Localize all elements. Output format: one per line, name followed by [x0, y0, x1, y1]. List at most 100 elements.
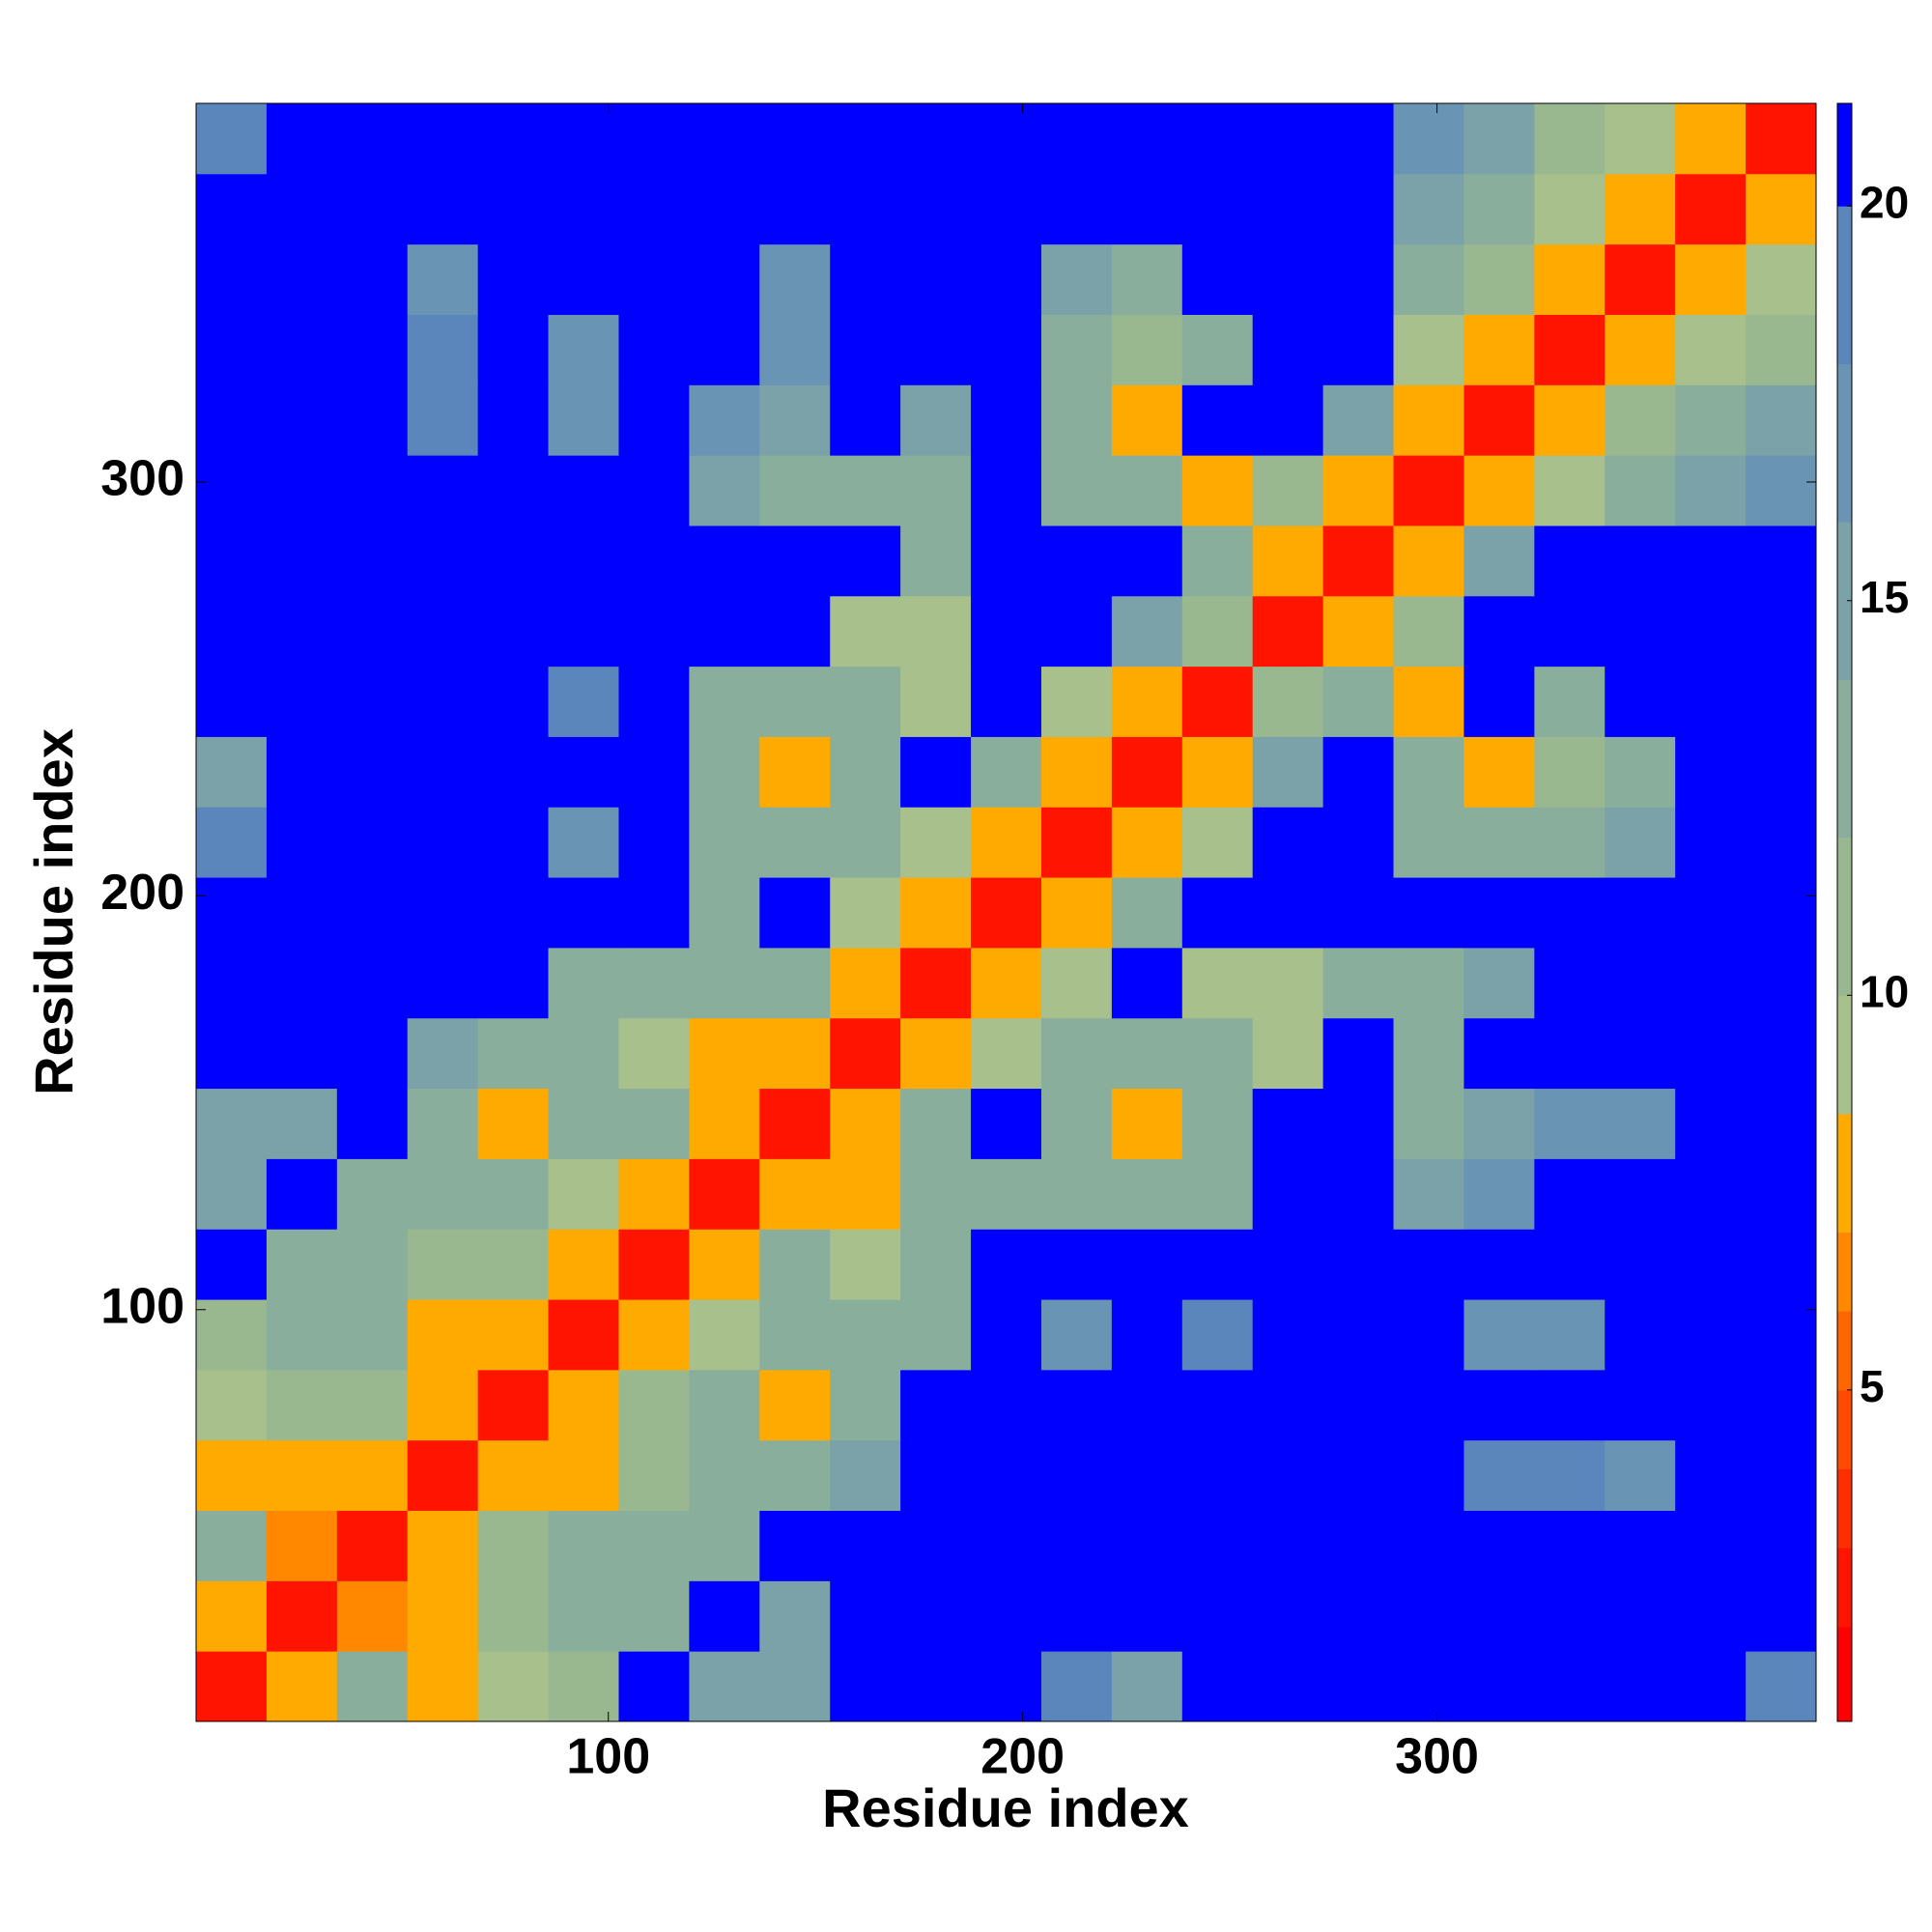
heatmap-cell — [618, 525, 690, 597]
heatmap-cell — [1252, 947, 1324, 1019]
heatmap-cell — [1040, 243, 1113, 315]
heatmap-cell — [1746, 314, 1817, 385]
heatmap-cell — [618, 1510, 690, 1581]
heatmap-cell — [407, 103, 479, 175]
heatmap-cell — [618, 1439, 690, 1512]
heatmap-cell — [1605, 947, 1676, 1019]
heatmap-cell — [1181, 455, 1254, 526]
heatmap-cell — [196, 1580, 268, 1652]
heatmap-cell — [1111, 1369, 1183, 1441]
heatmap-cell — [1111, 455, 1183, 526]
heatmap-cell — [1252, 877, 1324, 949]
heatmap-cell — [548, 807, 619, 878]
heatmap-cell — [618, 1158, 690, 1230]
heatmap-cell — [1534, 595, 1605, 668]
heatmap-cell — [618, 1017, 690, 1090]
heatmap-cell — [477, 947, 550, 1019]
heatmap-cell — [1111, 1017, 1183, 1090]
heatmap-cell — [1605, 1369, 1676, 1441]
heatmap-cell — [1675, 1651, 1747, 1722]
heatmap-cell — [196, 1510, 268, 1581]
heatmap-cell — [618, 1088, 690, 1159]
heatmap-cell — [971, 243, 1042, 315]
heatmap-cell — [266, 1088, 338, 1159]
heatmap-cell — [266, 173, 338, 245]
heatmap-cell — [1605, 807, 1676, 878]
heatmap-cell — [196, 243, 268, 315]
heatmap-cell — [407, 1158, 479, 1230]
heatmap-cell — [548, 1651, 619, 1722]
heatmap-cell — [1111, 1229, 1183, 1300]
heatmap-cell — [1322, 314, 1395, 385]
heatmap-cell — [407, 243, 479, 315]
heatmap-cell — [336, 243, 409, 315]
heatmap-cell — [900, 595, 972, 668]
heatmap-cell — [196, 595, 268, 668]
heatmap-cell — [1393, 103, 1464, 175]
heatmap-cell — [477, 173, 550, 245]
heatmap-cell — [1252, 1229, 1324, 1300]
heatmap-cell — [1675, 807, 1747, 878]
heatmap-cell — [759, 666, 831, 737]
heatmap-cell — [1111, 1651, 1183, 1722]
heatmap-cell — [1605, 1229, 1676, 1300]
heatmap-cell — [266, 1017, 338, 1090]
heatmap-cell — [830, 947, 901, 1019]
heatmap-cell — [1534, 243, 1605, 315]
heatmap-cell — [266, 1651, 338, 1722]
heatmap-cell — [900, 1580, 972, 1652]
heatmap-cell — [759, 1439, 831, 1512]
heatmap-cell — [1463, 455, 1535, 526]
heatmap-cell — [1393, 1369, 1464, 1441]
heatmap-cell — [1463, 173, 1535, 245]
heatmap-cell — [759, 1299, 831, 1371]
heatmap-cell — [1322, 1017, 1395, 1090]
heatmap-cell — [971, 1229, 1042, 1300]
heatmap-cell — [477, 1510, 550, 1581]
x-tick-label: 100 — [566, 1729, 650, 1785]
heatmap-cell — [477, 877, 550, 949]
heatmap-cell — [689, 1580, 760, 1652]
heatmap-cell — [1534, 1229, 1605, 1300]
heatmap-cell — [477, 666, 550, 737]
heatmap-cell — [1322, 1510, 1395, 1581]
heatmap-cell — [1040, 1510, 1113, 1581]
heatmap-cell — [1393, 877, 1464, 949]
heatmap-cell — [689, 1017, 760, 1090]
heatmap-cell — [1040, 947, 1113, 1019]
heatmap-cell — [266, 947, 338, 1019]
heatmap-cell — [477, 1017, 550, 1090]
heatmap-cell — [407, 1299, 479, 1371]
heatmap-cell — [266, 243, 338, 315]
heatmap-cell — [1040, 807, 1113, 878]
heatmap-cell — [900, 1369, 972, 1441]
heatmap-cell — [1181, 1651, 1254, 1722]
heatmap-cell — [1463, 1651, 1535, 1722]
heatmap-cell — [759, 1369, 831, 1441]
heatmap-cell — [689, 595, 760, 668]
heatmap-cell — [971, 1510, 1042, 1581]
heatmap-cell — [900, 1651, 972, 1722]
heatmap-cell — [689, 666, 760, 737]
heatmap-cell — [759, 736, 831, 808]
heatmap-cell — [971, 314, 1042, 385]
heatmap-cell — [689, 455, 760, 526]
heatmap-cell — [1746, 736, 1817, 808]
heatmap-cell — [618, 595, 690, 668]
heatmap-cell — [407, 1510, 479, 1581]
heatmap-cell — [1322, 525, 1395, 597]
heatmap-cell — [1322, 666, 1395, 737]
heatmap-cell — [336, 455, 409, 526]
heatmap-cell — [689, 877, 760, 949]
heatmap-cell — [1393, 947, 1464, 1019]
heatmap-cell — [548, 877, 619, 949]
heatmap-cell — [1605, 1439, 1676, 1512]
heatmap-cell — [407, 1017, 479, 1090]
heatmap-cell — [336, 173, 409, 245]
heatmap-cell — [971, 384, 1042, 456]
heatmap-cell — [1746, 807, 1817, 878]
heatmap-cell — [830, 1229, 901, 1300]
heatmap-cell — [477, 1439, 550, 1512]
heatmap-cell — [1040, 455, 1113, 526]
